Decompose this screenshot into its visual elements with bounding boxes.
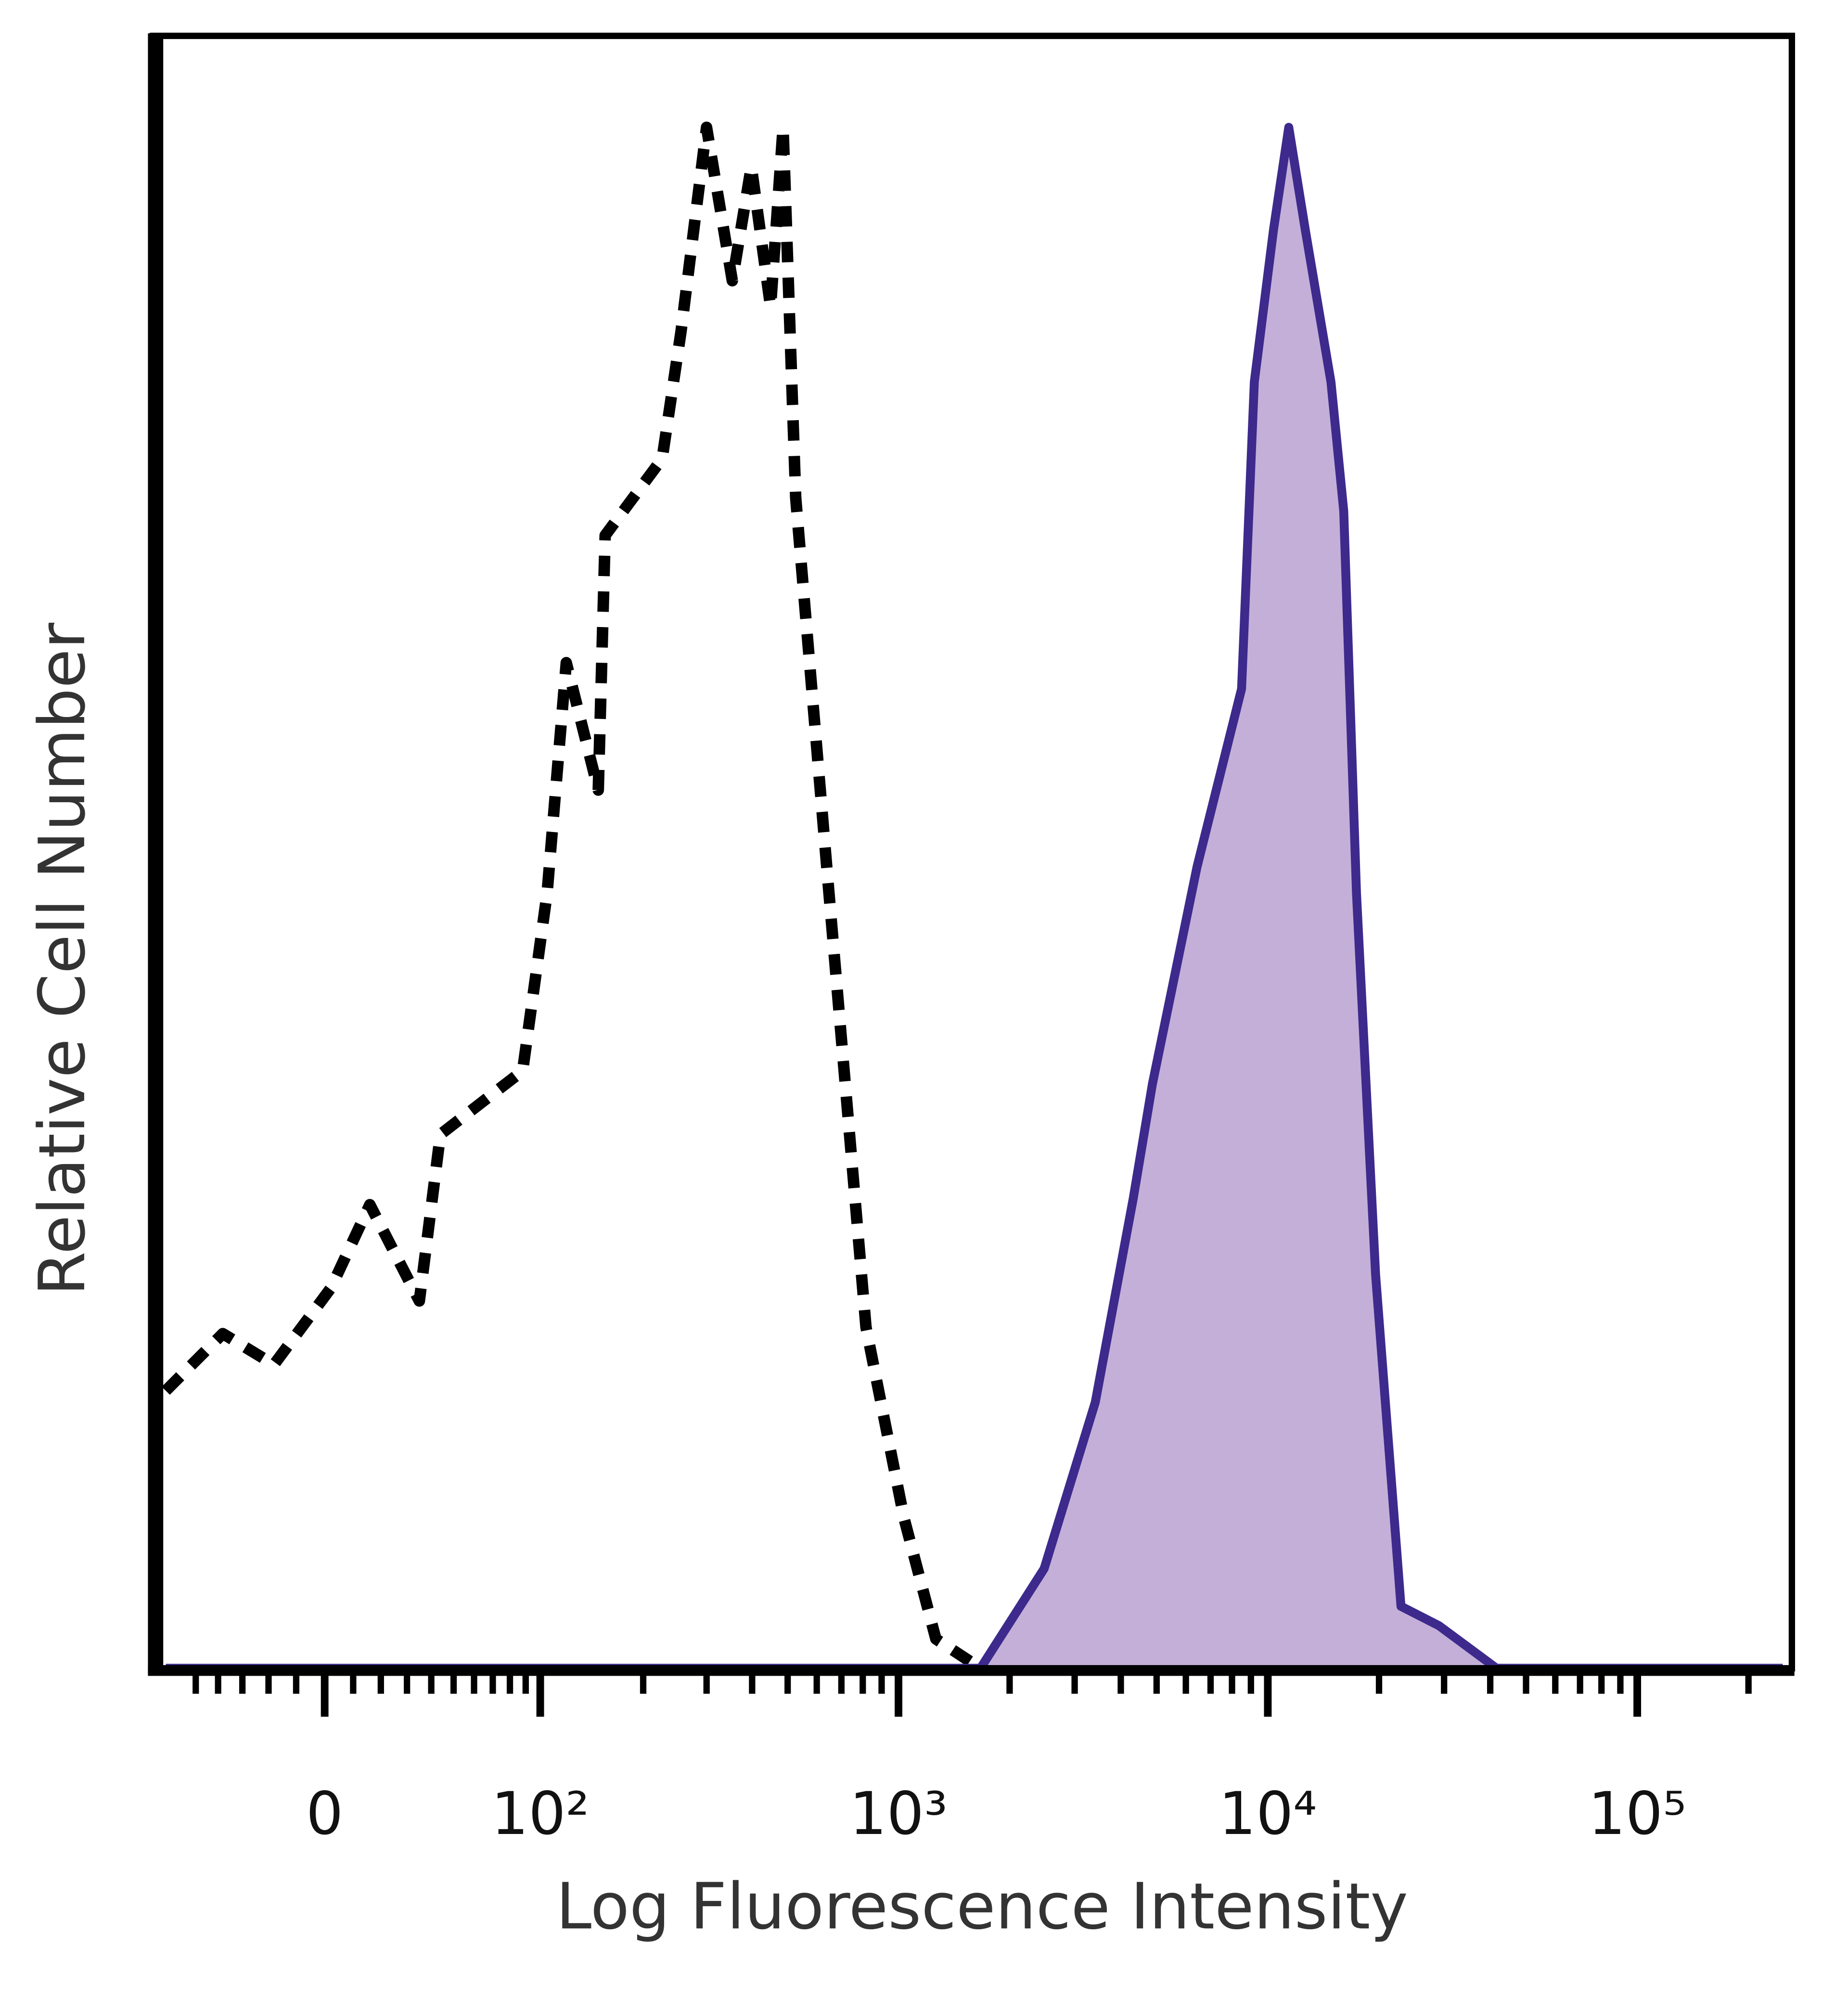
plot-area [162,121,1783,1673]
series-line [166,123,1783,1673]
x-tick-label: 10⁴ [1219,1780,1317,1848]
series-line [162,121,984,1673]
y-axis-label: Relative Cell Number [26,622,100,1295]
x-axis-label: Log Fluorescence Intensity [556,1870,1408,1944]
x-tick-label: 10² [491,1780,590,1848]
x-tick-label: 10³ [849,1780,948,1848]
x-tick-label: 10⁵ [1588,1780,1686,1848]
x-tick-label: 0 [306,1780,344,1848]
